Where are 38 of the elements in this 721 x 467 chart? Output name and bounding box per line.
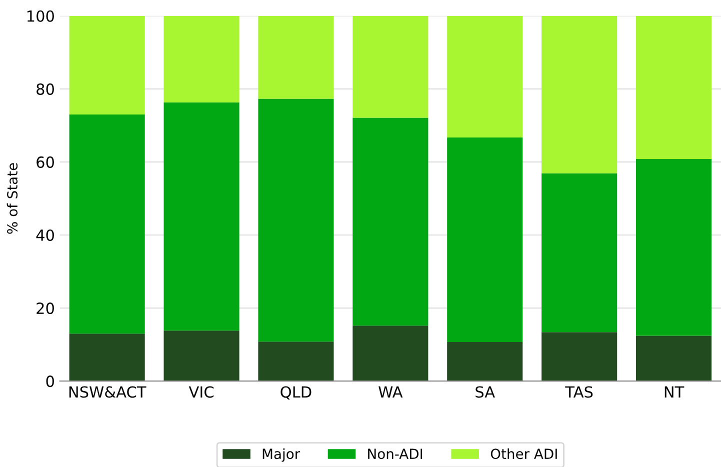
bar	[542, 173, 618, 332]
legend-label: Major	[262, 448, 300, 462]
bar	[352, 16, 428, 118]
bar	[258, 98, 334, 342]
bar	[447, 342, 523, 382]
bar	[258, 342, 334, 382]
bar	[636, 16, 712, 160]
bar	[258, 16, 334, 99]
y-axis-title: % of State	[6, 163, 18, 234]
y-tick-label: 60	[36, 156, 54, 168]
y-tick-label: 100	[28, 10, 54, 22]
x-tick-label: NT	[664, 386, 684, 398]
x-tick-label: QLD	[280, 386, 312, 400]
x-tick-label: WA	[378, 386, 403, 398]
x-tick-label: SA	[476, 386, 495, 398]
bar	[352, 326, 428, 382]
bar	[542, 16, 618, 174]
bar	[352, 118, 428, 326]
x-tick-label: VIC	[188, 386, 214, 398]
bar	[69, 114, 145, 334]
y-tick-label: 0	[46, 376, 54, 388]
y-tick-label: 80	[36, 83, 54, 95]
bar	[542, 332, 618, 382]
bar	[447, 137, 523, 342]
bar	[164, 102, 240, 331]
y-tick-label: 40	[36, 229, 54, 242]
bar	[69, 16, 145, 114]
x-tick-label: TAS	[565, 386, 593, 398]
y-tick-label: 20	[36, 302, 54, 314]
legend-label: Other ADI	[490, 448, 557, 460]
bar	[636, 159, 712, 336]
bar	[69, 334, 145, 382]
bar	[447, 16, 523, 138]
bar	[164, 330, 240, 382]
bar	[636, 336, 712, 382]
bar	[164, 16, 240, 102]
x-tick-label: NSW&ACT	[69, 386, 146, 398]
legend-label: Non-ADI	[368, 448, 422, 460]
